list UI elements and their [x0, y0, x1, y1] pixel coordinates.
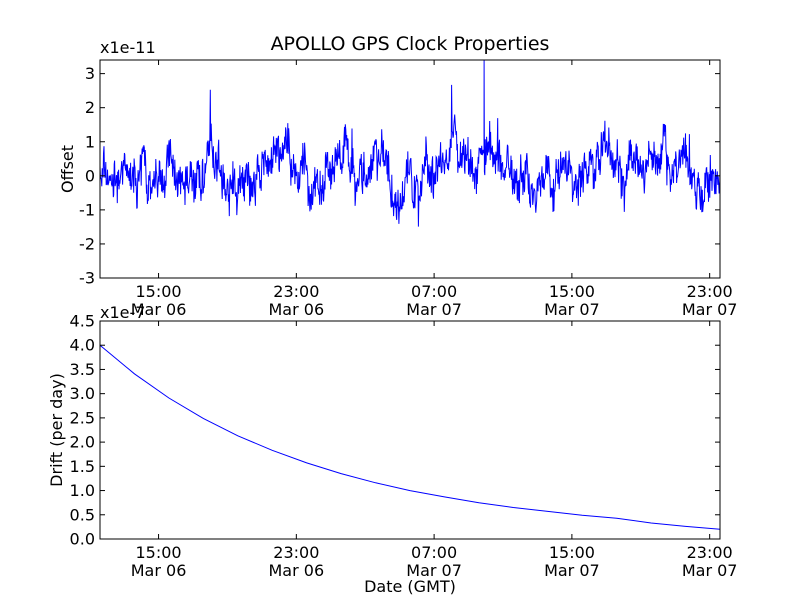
- drift-y-tick-label: 1.5: [70, 457, 95, 476]
- drift-plot-frame: [99, 320, 721, 540]
- drift-x-tick-date: Mar 07: [406, 561, 462, 580]
- offset-series-line: [99, 59, 721, 227]
- offset-plot-frame: [99, 59, 721, 279]
- offset-panel: APOLLO GPS Clock Properties x1e-11 -3-2-…: [58, 33, 737, 319]
- drift-series-line: [99, 344, 721, 530]
- drift-y-tick-label: 0.5: [70, 505, 95, 524]
- drift-y-axis: 0.0 0.5 1.0 1.5 2.0 2.5 3.0 3.5 4.0 4.5: [70, 312, 720, 549]
- drift-y-tick-label: 0.0: [70, 530, 95, 549]
- offset-x-tick-date: Mar 06: [269, 300, 325, 319]
- offset-y-tick-label: -3: [79, 269, 95, 288]
- drift-x-tick-time: 23:00: [687, 543, 733, 562]
- drift-x-tick-time: 15:00: [136, 543, 182, 562]
- offset-series: [99, 59, 721, 227]
- drift-x-tick-time: 07:00: [411, 543, 457, 562]
- drift-y-tick-label: 3.0: [70, 384, 95, 403]
- offset-y-axis-label: Offset: [58, 145, 77, 193]
- offset-y-tick-label: 2: [85, 98, 95, 117]
- offset-y-tick-label: -1: [79, 200, 95, 219]
- drift-series: [99, 344, 721, 530]
- drift-y-tick-label: 3.5: [70, 360, 95, 379]
- drift-y-axis-label: Drift (per day): [47, 373, 66, 487]
- offset-x-tick-date: Mar 06: [131, 300, 187, 319]
- offset-x-tick-time: 07:00: [411, 282, 457, 301]
- drift-x-tick-date: Mar 07: [544, 561, 600, 580]
- offset-y-axis: -3 -2 -1 0 1 2 3: [79, 64, 720, 288]
- offset-y-tick-label: 1: [85, 132, 95, 151]
- offset-x-tick-time: 23:00: [273, 282, 319, 301]
- drift-x-tick-time: 23:00: [273, 543, 319, 562]
- drift-x-tick-date: Mar 06: [269, 561, 325, 580]
- offset-y-tick-label: 0: [85, 166, 95, 185]
- offset-x-tick-time: 23:00: [687, 282, 733, 301]
- drift-x-tick-date: Mar 07: [682, 561, 738, 580]
- drift-y-tick-label: 4.5: [70, 312, 95, 331]
- drift-y-tick-label: 2.5: [70, 408, 95, 427]
- drift-x-tick-date: Mar 06: [131, 561, 187, 580]
- chart-title: APOLLO GPS Clock Properties: [271, 33, 550, 55]
- offset-y-tick-label: -2: [79, 234, 95, 253]
- offset-x-tick-date: Mar 07: [406, 300, 462, 319]
- offset-x-tick-time: 15:00: [549, 282, 595, 301]
- offset-y-tick-label: 3: [85, 64, 95, 83]
- drift-multiplier-label: x1e-7: [100, 303, 145, 322]
- drift-panel: x1e-7 0.0 0.5 1.0 1.5 2.0 2.5 3.0 3.5 4.0 4.5 15:…: [47, 303, 737, 596]
- offset-x-tick-date: Mar 07: [682, 300, 738, 319]
- drift-y-tick-label: 1.0: [70, 481, 95, 500]
- offset-x-tick-date: Mar 07: [544, 300, 600, 319]
- drift-y-tick-label: 4.0: [70, 336, 95, 355]
- x-axis-label: Date (GMT): [364, 577, 456, 596]
- offset-multiplier-label: x1e-11: [100, 38, 156, 57]
- drift-x-tick-time: 15:00: [549, 543, 595, 562]
- drift-y-tick-label: 2.0: [70, 433, 95, 452]
- offset-x-tick-time: 15:00: [136, 282, 182, 301]
